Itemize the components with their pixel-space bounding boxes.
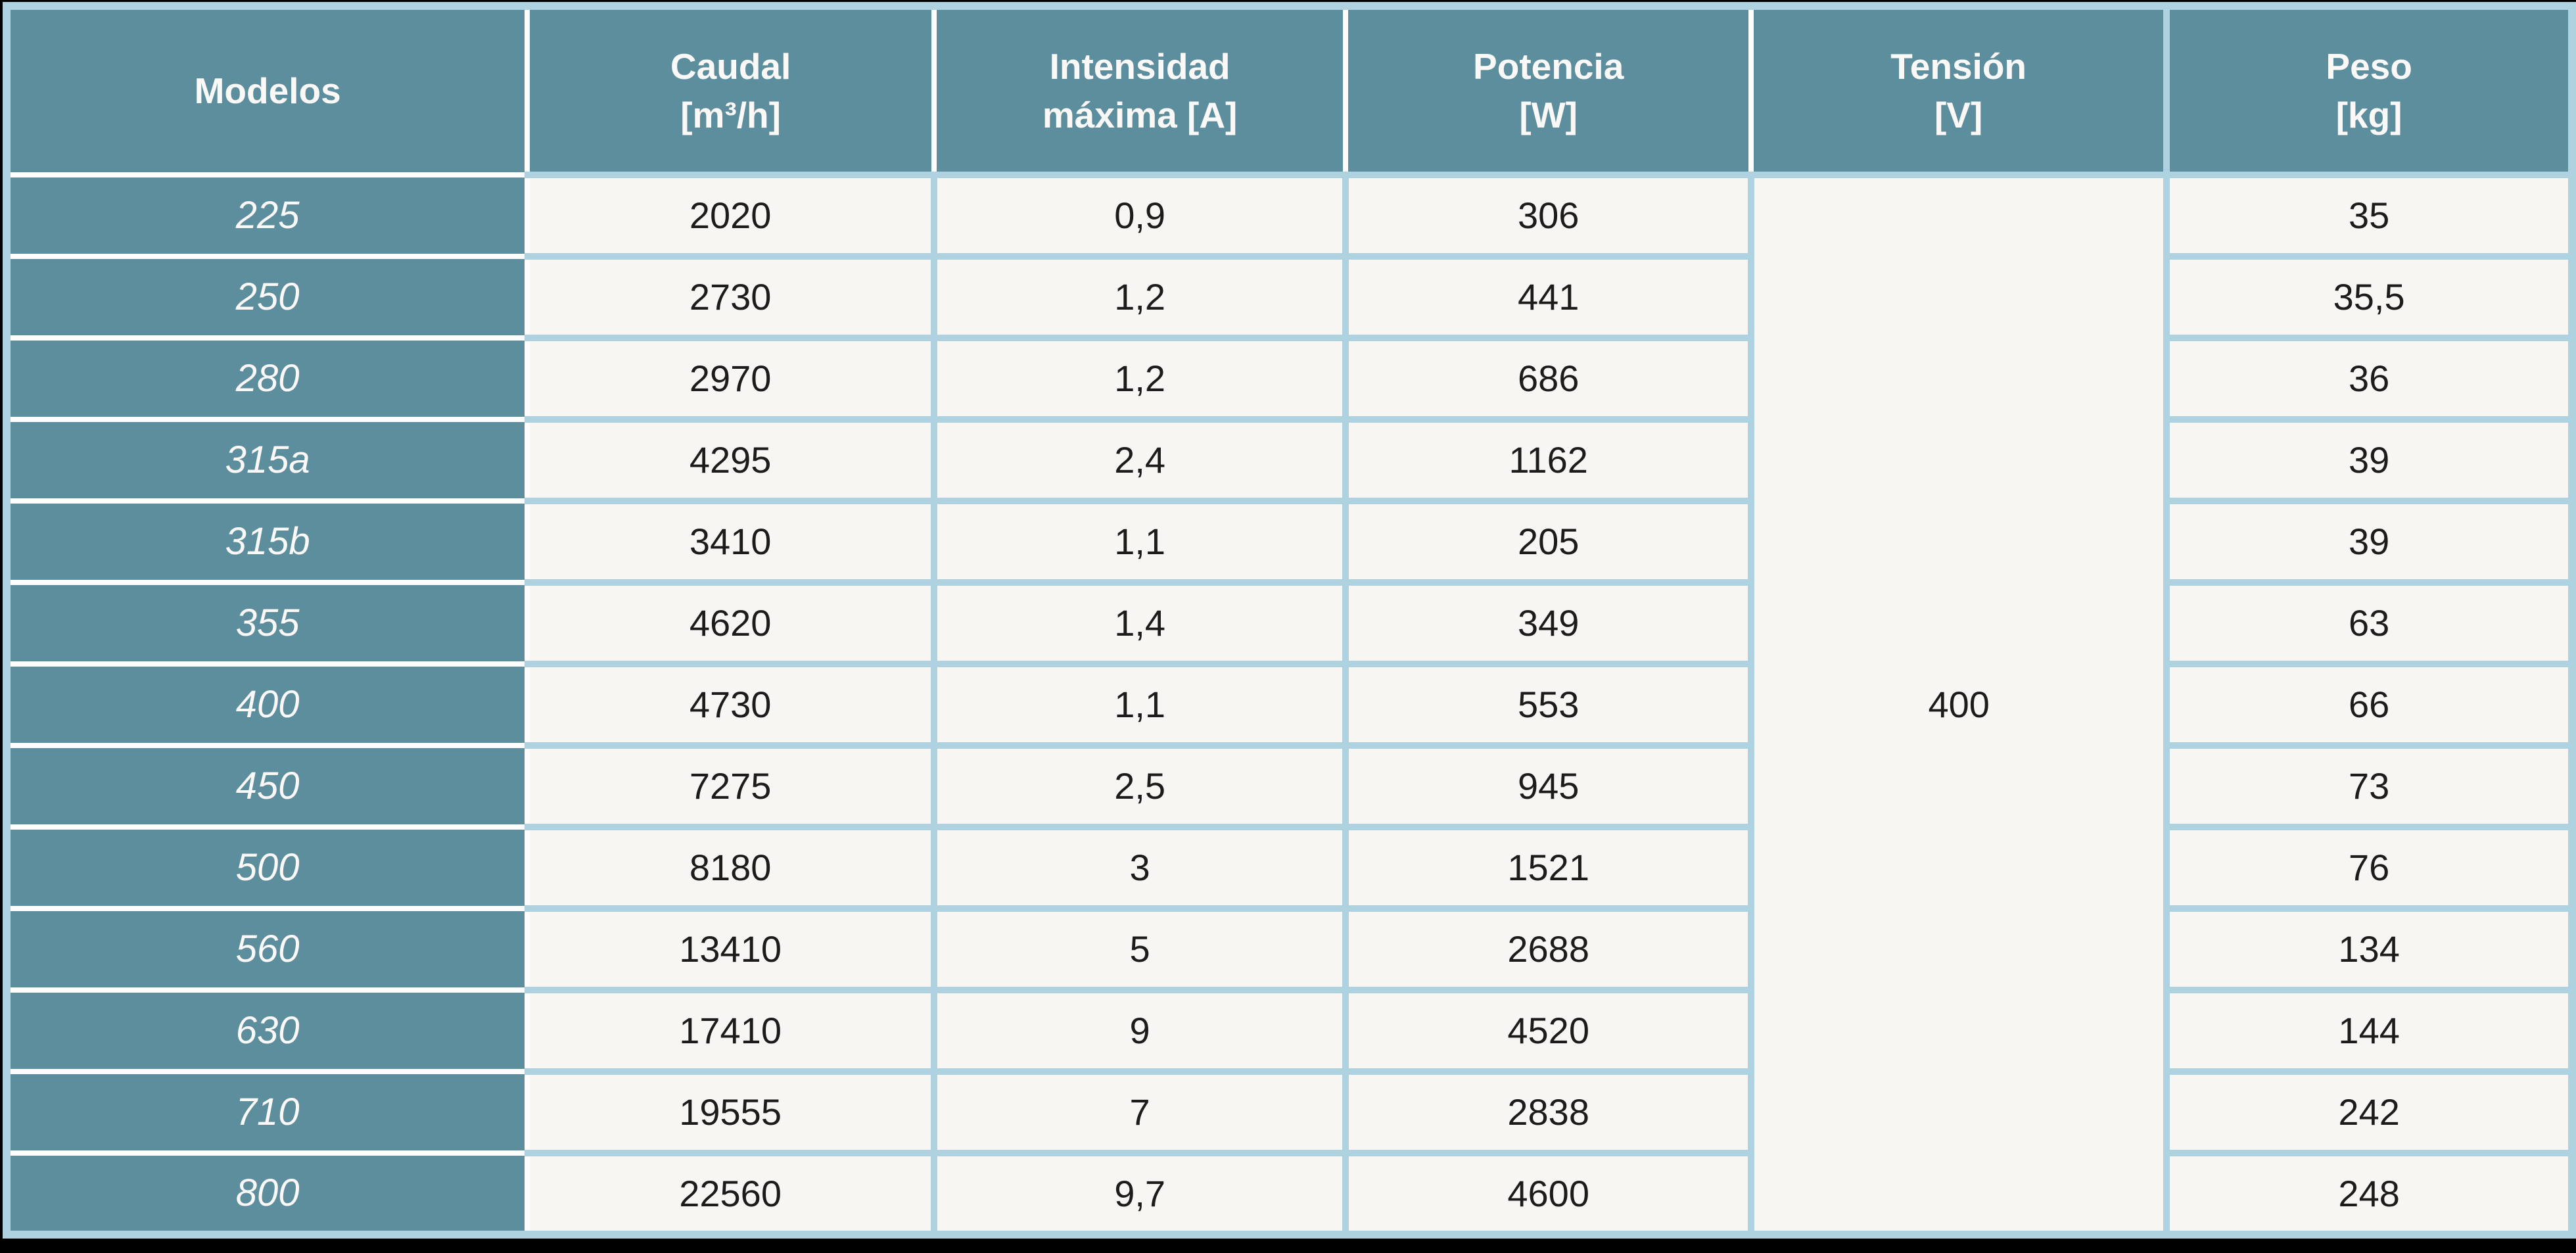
header-label: Peso <box>2326 45 2412 87</box>
model-cell: 710 <box>7 1071 530 1156</box>
model-cell: 500 <box>7 826 530 911</box>
intensidad-cell: 7 <box>933 1071 1349 1156</box>
caudal-cell: 4730 <box>527 663 937 749</box>
model-cell: 315a <box>7 419 530 504</box>
caudal-cell: 2970 <box>527 337 937 423</box>
table-row: 800 22560 9,7 4600 248 <box>7 1152 2572 1235</box>
table-row: 500 8180 3 1521 76 <box>7 826 2572 912</box>
peso-cell: 39 <box>2166 500 2572 586</box>
header-label: Intensidad <box>1049 45 1230 87</box>
model-cell: 560 <box>7 908 530 993</box>
peso-cell: 39 <box>2166 419 2572 504</box>
intensidad-cell: 1,2 <box>933 256 1349 341</box>
table-row: 560 13410 5 2688 134 <box>7 908 2572 993</box>
model-cell: 280 <box>7 337 530 422</box>
model-cell: 250 <box>7 256 530 341</box>
caudal-cell: 4620 <box>527 582 937 667</box>
table-row: 355 4620 1,4 349 63 <box>7 582 2572 667</box>
peso-cell: 144 <box>2166 989 2572 1075</box>
header-unit: máxima [A] <box>1042 94 1238 135</box>
peso-cell: 76 <box>2166 826 2572 912</box>
intensidad-cell: 1,1 <box>933 500 1349 586</box>
intensidad-cell: 1,2 <box>933 337 1349 423</box>
peso-cell: 66 <box>2166 663 2572 749</box>
model-cell: 800 <box>7 1152 530 1235</box>
header-potencia: Potencia [W] <box>1346 6 1754 178</box>
header-unit: [W] <box>1519 94 1578 135</box>
model-cell: 315b <box>7 500 530 585</box>
table-row: 630 17410 9 4520 144 <box>7 989 2572 1075</box>
potencia-cell: 441 <box>1346 256 1755 341</box>
header-peso: Peso [kg] <box>2166 6 2572 178</box>
caudal-cell: 19555 <box>527 1071 937 1156</box>
caudal-cell: 2730 <box>527 256 937 341</box>
caudal-cell: 8180 <box>527 826 937 912</box>
table-row: 225 2020 0,9 306 400 35 <box>7 174 2572 1235</box>
intensidad-cell: 5 <box>933 908 1349 993</box>
potencia-cell: 686 <box>1346 337 1755 423</box>
table-row: 450 7275 2,5 945 73 <box>7 745 2572 830</box>
potencia-cell: 306 <box>1346 174 1755 260</box>
caudal-cell: 4295 <box>527 419 937 504</box>
peso-cell: 36 <box>2166 337 2572 423</box>
intensidad-cell: 9 <box>933 989 1349 1075</box>
intensidad-cell: 1,4 <box>933 582 1349 667</box>
table-row: 400 4730 1,1 553 66 <box>7 663 2572 749</box>
intensidad-cell: 1,1 <box>933 663 1349 749</box>
table-row: 710 19555 7 2838 242 <box>7 1071 2572 1156</box>
model-cell: 225 <box>7 174 530 259</box>
caudal-cell: 22560 <box>527 1152 937 1235</box>
intensidad-cell: 0,9 <box>933 174 1349 260</box>
potencia-cell: 2838 <box>1346 1071 1755 1156</box>
table-row: 280 2970 1,2 686 36 <box>7 337 2572 423</box>
header-label: Caudal <box>670 45 791 87</box>
model-cell: 630 <box>7 989 530 1074</box>
table-row: 250 2730 1,2 441 35,5 <box>7 256 2572 341</box>
potencia-cell: 4600 <box>1346 1152 1755 1235</box>
tension-cell: 400 <box>1751 174 2170 1235</box>
table-row: 315b 3410 1,1 205 39 <box>7 500 2572 586</box>
table-row: 315a 4295 2,4 1162 39 <box>7 419 2572 504</box>
potencia-cell: 2688 <box>1346 908 1755 993</box>
header-modelos: Modelos <box>7 6 530 177</box>
model-cell: 450 <box>7 745 530 830</box>
potencia-cell: 4520 <box>1346 989 1755 1075</box>
caudal-cell: 17410 <box>527 989 937 1075</box>
intensidad-cell: 2,4 <box>933 419 1349 504</box>
potencia-cell: 205 <box>1346 500 1755 586</box>
header-label: Tensión <box>1890 45 2027 87</box>
intensidad-cell: 3 <box>933 826 1349 912</box>
header-label: Potencia <box>1473 45 1624 87</box>
header-intensidad: Intensidad máxima [A] <box>933 6 1349 178</box>
potencia-cell: 349 <box>1346 582 1755 667</box>
header-row: Modelos Caudal [m³/h] Intensidad máxima [A… <box>7 6 2572 178</box>
potencia-cell: 1521 <box>1346 826 1755 912</box>
potencia-cell: 553 <box>1346 663 1755 749</box>
header-unit: [m³/h] <box>680 94 781 135</box>
peso-cell: 63 <box>2166 582 2572 667</box>
header-label: Modelos <box>194 70 341 112</box>
peso-cell: 35 <box>2166 174 2572 260</box>
potencia-cell: 1162 <box>1346 419 1755 504</box>
peso-cell: 73 <box>2166 745 2572 830</box>
header-tension: Tensión [V] <box>1751 6 2170 178</box>
model-cell: 355 <box>7 582 530 667</box>
peso-cell: 248 <box>2166 1152 2572 1235</box>
model-cell: 400 <box>7 663 530 748</box>
caudal-cell: 2020 <box>527 174 937 260</box>
header-unit: [V] <box>1934 94 1983 135</box>
peso-cell: 134 <box>2166 908 2572 993</box>
intensidad-cell: 9,7 <box>933 1152 1349 1235</box>
caudal-cell: 3410 <box>527 500 937 586</box>
intensidad-cell: 2,5 <box>933 745 1349 830</box>
peso-cell: 242 <box>2166 1071 2572 1156</box>
header-caudal: Caudal [m³/h] <box>527 6 937 178</box>
potencia-cell: 945 <box>1346 745 1755 830</box>
header-unit: [kg] <box>2335 94 2402 135</box>
peso-cell: 35,5 <box>2166 256 2572 341</box>
spec-table: Modelos Caudal [m³/h] Intensidad máxima [A… <box>3 2 2576 1239</box>
caudal-cell: 13410 <box>527 908 937 993</box>
caudal-cell: 7275 <box>527 745 937 830</box>
